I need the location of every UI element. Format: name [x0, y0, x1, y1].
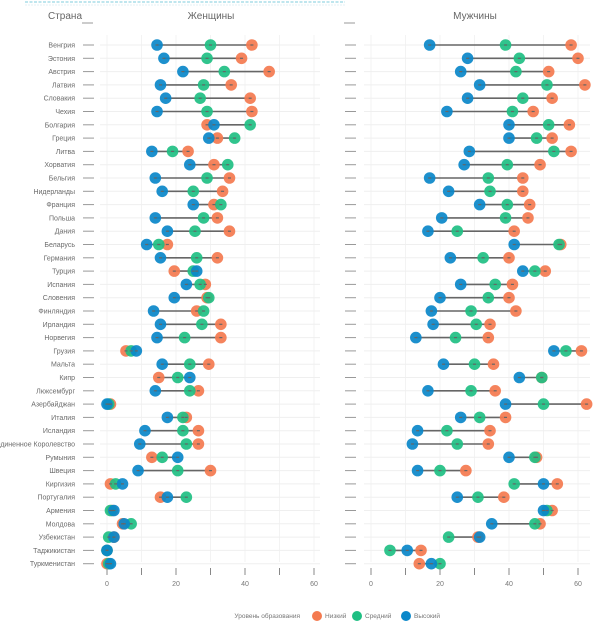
country-label: Туркменистан: [30, 561, 75, 568]
country-label: Финляндия: [38, 309, 75, 316]
x-tick-label: 40: [505, 581, 513, 588]
x-tick-label: 20: [436, 581, 444, 588]
country-label: Беларусь: [44, 242, 75, 249]
country-label: Греция: [52, 136, 75, 143]
country-label: Болгария: [45, 122, 76, 129]
data-marks: [101, 39, 593, 570]
country-labels: Венгрия Эстония Австрия Латвия Словакия Чехия…: [0, 43, 75, 569]
x-tick-label: 0: [105, 581, 109, 588]
country-label: Армения: [46, 508, 75, 515]
country-label: Норвегия: [44, 335, 75, 342]
country-label: Узбекистан: [39, 534, 76, 542]
country-label: Дания: [55, 229, 75, 236]
country-label: Австрия: [48, 69, 75, 76]
country-label: Хорватия: [44, 162, 75, 169]
x-tick-label: 40: [241, 581, 249, 588]
country-column-header: Страна: [48, 11, 82, 22]
country-label: Швеция: [49, 468, 75, 475]
country-label: Испания: [47, 282, 75, 289]
legend: Уровень образования Низкий Средний Высок…: [234, 611, 440, 621]
country-label: Германия: [44, 255, 76, 262]
x-axes: 0 20 40 60 0 20 40 60: [105, 568, 582, 588]
legend-swatch-high: [401, 611, 411, 621]
country-label: Словения: [43, 295, 75, 302]
country-label: Румыния: [45, 455, 75, 462]
country-label: Италия: [51, 415, 75, 422]
legend-label-mid: Средний: [365, 612, 392, 620]
country-label: Молдова: [46, 521, 75, 528]
x-tick-label: 60: [574, 581, 582, 588]
x-tick-label: 60: [310, 581, 318, 588]
country-label: Исландия: [43, 428, 75, 435]
x-tick-label: 0: [369, 581, 373, 588]
country-label: Нидерланды: [33, 189, 75, 196]
country-label: Франция: [46, 202, 75, 209]
country-label: Словакия: [44, 96, 76, 103]
country-label: Люксембург: [36, 387, 75, 395]
legend-swatch-low: [312, 611, 322, 621]
country-label: Эстония: [48, 56, 75, 63]
legend-swatch-mid: [352, 611, 362, 621]
legend-label-high: Высокий: [414, 612, 440, 620]
country-label: Азербайджан: [31, 401, 75, 409]
panel-title-women: Женщины: [188, 11, 235, 22]
x-tick-label: 20: [172, 581, 180, 588]
country-label: Литва: [56, 149, 75, 156]
country-label: Кипр: [59, 375, 75, 382]
country-label: Ирландия: [43, 322, 76, 329]
country-label: Португалия: [37, 495, 75, 502]
country-label: Мальта: [51, 362, 75, 369]
country-label: Латвия: [52, 82, 75, 89]
country-label: Киргизия: [46, 481, 75, 488]
legend-title: Уровень образования: [234, 612, 300, 620]
country-label: Турция: [52, 269, 75, 276]
country-label: Грузия: [53, 348, 75, 355]
cropped-title-strip: [25, 1, 345, 6]
country-label: Венгрия: [48, 43, 75, 50]
country-label: Таджикистан: [33, 548, 75, 555]
country-label: Бельгия: [49, 176, 75, 183]
country-label: Польша: [49, 215, 75, 222]
country-label: Соединенное Королевство: [0, 442, 75, 449]
legend-label-low: Низкий: [325, 612, 347, 620]
country-label: Чехия: [55, 109, 75, 116]
panel-title-men: Мужчины: [453, 11, 497, 22]
